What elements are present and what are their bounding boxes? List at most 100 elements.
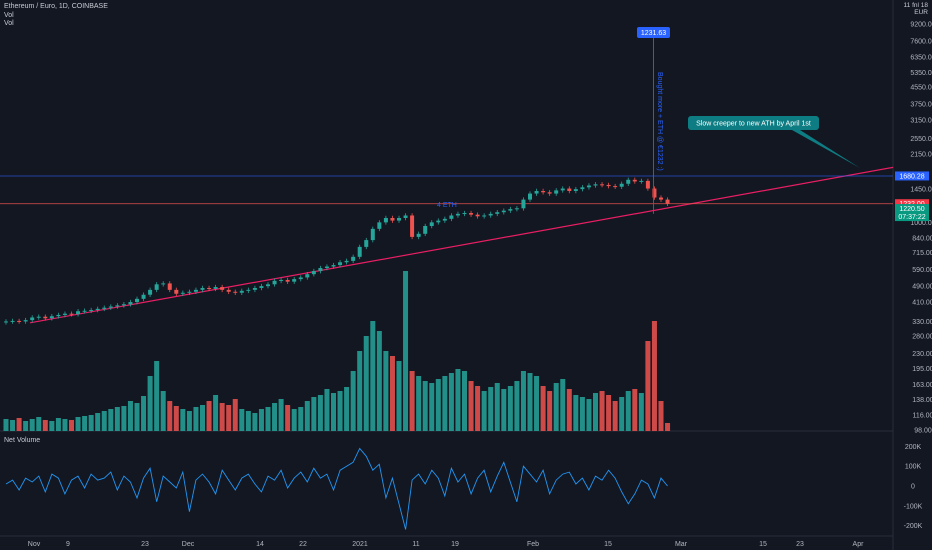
candle — [442, 218, 447, 221]
candle — [455, 213, 460, 216]
volume-bar — [403, 271, 409, 431]
price-tick-label: 1450.00 — [910, 187, 932, 194]
candle — [580, 187, 585, 190]
candle — [659, 197, 663, 200]
volume-bar — [396, 361, 402, 431]
candle — [331, 265, 336, 267]
candle — [305, 274, 310, 278]
volume-bar — [173, 406, 179, 431]
candle — [43, 316, 48, 319]
volume-bar — [540, 386, 546, 431]
symbol-title[interactable]: Ethereum / Euro, 1D, COINBASE — [4, 3, 108, 10]
candle — [76, 311, 81, 315]
volume-bar — [154, 361, 160, 431]
price-tick-label: 840.00 — [912, 235, 932, 242]
volume-bar — [488, 387, 494, 431]
volume-bar — [606, 395, 612, 431]
candle — [69, 313, 74, 315]
volume-bar — [160, 391, 166, 431]
volume-bar — [665, 423, 671, 431]
time-tick-label: 9 — [66, 541, 70, 548]
net-volume-path — [5, 447, 668, 530]
candle — [403, 215, 408, 218]
vol-label-1[interactable]: Vol — [4, 11, 14, 19]
candle — [338, 262, 343, 266]
volume-bar — [134, 403, 140, 431]
price-tag-bg — [895, 171, 929, 181]
volume-bar — [232, 399, 238, 431]
volume-bar — [599, 391, 605, 431]
candle — [82, 310, 87, 312]
candle — [239, 290, 244, 293]
candle — [252, 287, 257, 290]
volume-bar — [593, 393, 598, 431]
candle — [632, 179, 637, 182]
candle — [148, 289, 153, 295]
volume-bar — [376, 331, 382, 431]
price-tick-label: 163.00 — [912, 382, 932, 389]
candle — [272, 280, 277, 285]
price-tick-label: 3150.00 — [910, 117, 932, 124]
price-tick-label: 9200.00 — [910, 21, 932, 28]
candle — [10, 320, 15, 322]
candle — [469, 213, 474, 215]
candle — [161, 283, 166, 285]
price-tick-label: 330.00 — [912, 319, 932, 326]
candle — [514, 208, 519, 210]
vol-label-2[interactable]: Vol — [4, 20, 14, 27]
volume-bar — [252, 413, 258, 431]
candle — [220, 287, 225, 290]
candle — [357, 246, 362, 257]
volume-bar — [468, 381, 474, 431]
volume-bar — [311, 397, 317, 431]
candle — [200, 287, 205, 290]
time-tick-label: Mar — [675, 541, 688, 548]
candle — [187, 291, 192, 293]
volume-bar — [147, 376, 153, 431]
volume-bar — [619, 397, 625, 431]
volume-bar — [520, 371, 526, 431]
currency-top: 11 fnl 18 — [903, 2, 928, 9]
volume-bar — [501, 389, 507, 431]
candle — [279, 279, 284, 281]
volume-bar — [101, 411, 107, 431]
volume-bar — [200, 405, 205, 431]
volume-bar — [547, 391, 553, 431]
candle — [488, 213, 493, 216]
candle — [102, 307, 107, 309]
volume-bar — [10, 420, 16, 431]
candle — [521, 199, 526, 209]
volume-bar — [475, 386, 481, 431]
candle — [541, 191, 546, 193]
time-tick-label: 19 — [451, 541, 459, 548]
volume-bar — [455, 369, 461, 431]
volume-bar — [285, 405, 291, 431]
volume-bar — [612, 401, 618, 431]
netvol-tick-label: -200K — [904, 523, 923, 530]
candle — [259, 286, 264, 288]
candle — [95, 308, 100, 311]
candle — [593, 184, 598, 186]
price-tick-label: 280.00 — [912, 334, 932, 341]
volume-bar — [435, 379, 441, 431]
candle — [606, 184, 611, 187]
price-tick-label: 2150.00 — [910, 151, 932, 158]
candle — [135, 298, 139, 303]
volume-bar — [363, 336, 369, 431]
net-volume-title[interactable]: Net Volume — [4, 437, 41, 444]
candle — [639, 180, 644, 182]
candle — [665, 199, 670, 204]
volume-bar — [586, 399, 592, 431]
candle — [324, 266, 329, 269]
candle — [567, 188, 572, 192]
volume-bar — [55, 418, 61, 431]
volume-bar — [573, 395, 579, 431]
candle — [89, 310, 94, 312]
volume-bar — [632, 389, 638, 431]
candle — [298, 277, 303, 280]
price-tag-bg — [895, 199, 929, 209]
candle — [207, 287, 212, 289]
price-tag-bg — [895, 204, 929, 214]
volume-bar — [429, 383, 435, 431]
